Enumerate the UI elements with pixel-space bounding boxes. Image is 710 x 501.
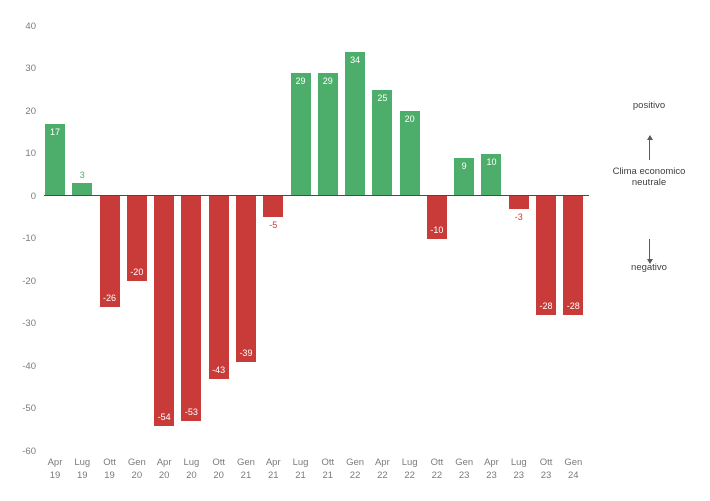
x-tick-label: Ott 20 bbox=[212, 457, 225, 481]
bar bbox=[99, 196, 120, 307]
bar bbox=[45, 123, 65, 196]
bar bbox=[481, 153, 502, 196]
y-tick-label: 0 bbox=[30, 190, 36, 202]
arrow-down-icon bbox=[646, 239, 653, 264]
bar-value-label: 25 bbox=[377, 92, 388, 103]
x-tick-label: Lug 23 bbox=[510, 457, 527, 481]
bar-value-label: -28 bbox=[566, 301, 580, 311]
y-tick-label: -20 bbox=[22, 275, 36, 287]
x-tick-label: Gen 20 bbox=[127, 457, 146, 481]
bar-value-label: -5 bbox=[269, 220, 278, 231]
bar-value-label: -43 bbox=[212, 364, 226, 375]
x-tick-label: Apr 22 bbox=[374, 457, 390, 481]
bar-value-label: 29 bbox=[295, 75, 306, 86]
bar-value-label: 29 bbox=[322, 75, 333, 86]
bar-value-label: -53 bbox=[184, 407, 198, 418]
legend-neutral-line2: neutrale bbox=[631, 177, 667, 188]
y-tick-label: -40 bbox=[22, 360, 36, 372]
y-tick-label: 20 bbox=[25, 105, 36, 117]
y-tick-label: 40 bbox=[25, 20, 36, 32]
arrow-up-icon bbox=[646, 135, 653, 160]
legend-negative-label: negativo bbox=[631, 262, 667, 273]
legend: positivo Clima economico neutrale negati… bbox=[588, 0, 710, 501]
x-tick-label: Ott 19 bbox=[103, 457, 116, 481]
bar-value-label: -20 bbox=[130, 267, 144, 277]
x-tick-label: Apr 19 bbox=[47, 457, 63, 481]
bar bbox=[208, 196, 229, 379]
bar bbox=[399, 111, 420, 196]
bar bbox=[454, 157, 475, 196]
x-tick-label: Ott 22 bbox=[430, 457, 444, 481]
bar-value-label: 10 bbox=[486, 156, 497, 167]
bar-value-label: 3 bbox=[79, 170, 85, 181]
bar-value-label: 17 bbox=[49, 126, 60, 137]
bar bbox=[372, 89, 393, 196]
y-tick-label: -30 bbox=[22, 318, 36, 329]
x-tick-label: Lug 21 bbox=[292, 457, 309, 481]
legend-neutral-label: Clima economico neutrale bbox=[588, 166, 710, 188]
x-tick-label: Lug 19 bbox=[74, 457, 91, 481]
bar-value-label: -54 bbox=[157, 411, 171, 422]
bar-value-label: -39 bbox=[239, 347, 253, 358]
y-tick-label: -60 bbox=[22, 445, 36, 457]
bar bbox=[317, 72, 338, 196]
bar bbox=[235, 196, 256, 362]
bar-value-label: 9 bbox=[461, 160, 467, 171]
x-tick-label: Gen 21 bbox=[236, 457, 255, 481]
bar bbox=[290, 72, 311, 196]
bar-value-label: -3 bbox=[514, 211, 523, 222]
x-tick-label: Gen 22 bbox=[346, 457, 365, 481]
x-tick-label: Ott 23 bbox=[539, 457, 553, 481]
bar bbox=[126, 196, 147, 281]
legend-neutral-line1: Clima economico bbox=[612, 166, 686, 177]
bar bbox=[536, 196, 557, 315]
bar-value-label: -28 bbox=[539, 301, 553, 311]
zero-axis-line bbox=[44, 195, 589, 196]
bar bbox=[426, 196, 447, 239]
bar-value-label: -10 bbox=[430, 224, 444, 235]
y-tick-label: 10 bbox=[25, 148, 36, 159]
x-tick-label: Apr 23 bbox=[484, 457, 499, 481]
y-tick-label: -50 bbox=[22, 403, 36, 414]
x-tick-label: Lug 22 bbox=[401, 457, 418, 481]
bar bbox=[72, 183, 93, 196]
x-tick-label: Gen 23 bbox=[455, 457, 474, 481]
bar bbox=[154, 196, 175, 426]
x-tick-label: Apr 20 bbox=[156, 457, 172, 481]
bar bbox=[181, 196, 202, 422]
y-tick-label: -10 bbox=[22, 233, 36, 244]
legend-positive-label: positivo bbox=[632, 100, 666, 111]
x-tick-label: Gen 24 bbox=[564, 457, 583, 481]
bar bbox=[508, 196, 529, 209]
y-tick-label: 30 bbox=[25, 63, 36, 74]
bar bbox=[263, 196, 284, 218]
bar-value-label: -26 bbox=[103, 292, 117, 303]
x-tick-label: Apr 21 bbox=[265, 457, 281, 481]
bar-value-label: 20 bbox=[404, 114, 415, 124]
x-tick-label: Ott 21 bbox=[321, 457, 335, 481]
x-tick-label: Lug 20 bbox=[183, 457, 200, 481]
bar-value-label: 34 bbox=[350, 54, 361, 65]
bar bbox=[345, 51, 366, 196]
bar bbox=[563, 196, 584, 315]
